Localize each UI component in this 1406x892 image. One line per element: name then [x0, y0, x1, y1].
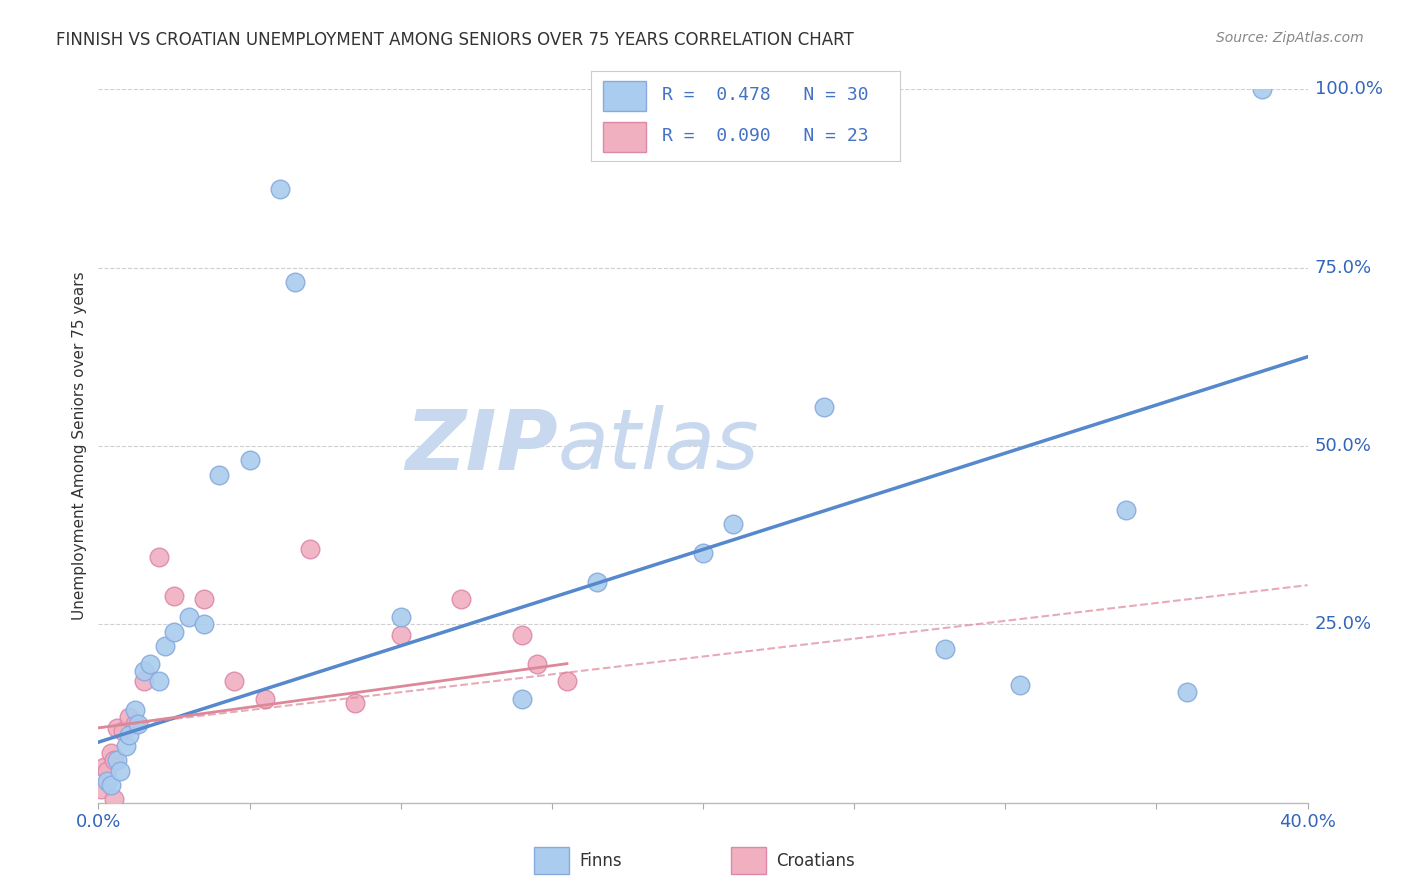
Point — [299, 542, 322, 557]
Point — [253, 692, 276, 706]
Text: FINNISH VS CROATIAN UNEMPLOYMENT AMONG SENIORS OVER 75 YEARS CORRELATION CHART: FINNISH VS CROATIAN UNEMPLOYMENT AMONG S… — [56, 31, 853, 49]
Point — [284, 275, 307, 289]
Point — [692, 546, 714, 560]
Point — [96, 764, 118, 778]
Point — [96, 774, 118, 789]
Point — [111, 724, 134, 739]
Text: R =  0.090   N = 23: R = 0.090 N = 23 — [662, 128, 869, 145]
Point — [526, 657, 548, 671]
Point — [555, 674, 578, 689]
Point — [148, 674, 170, 689]
Point — [100, 746, 122, 760]
Point — [124, 703, 146, 717]
Point — [108, 764, 131, 778]
Text: Finns: Finns — [579, 852, 621, 870]
Point — [934, 642, 956, 657]
Point — [148, 549, 170, 564]
Point — [450, 592, 472, 607]
Point — [100, 778, 122, 792]
FancyBboxPatch shape — [603, 122, 647, 152]
Point — [193, 617, 215, 632]
Text: 100.0%: 100.0% — [1315, 80, 1382, 98]
Text: ZIP: ZIP — [405, 406, 558, 486]
Y-axis label: Unemployment Among Seniors over 75 years: Unemployment Among Seniors over 75 years — [72, 272, 87, 620]
Point — [124, 717, 146, 731]
Point — [344, 696, 367, 710]
Point — [813, 400, 835, 414]
Point — [586, 574, 609, 589]
Point — [163, 624, 186, 639]
FancyBboxPatch shape — [603, 81, 647, 111]
Point — [1010, 678, 1032, 692]
Text: Croatians: Croatians — [776, 852, 855, 870]
Point — [721, 517, 744, 532]
Point — [208, 467, 231, 482]
Point — [153, 639, 176, 653]
Point — [90, 781, 112, 796]
Text: atlas: atlas — [558, 406, 759, 486]
Point — [105, 753, 128, 767]
Point — [389, 610, 412, 624]
Point — [93, 760, 115, 774]
Point — [127, 717, 149, 731]
Point — [114, 739, 136, 753]
Point — [105, 721, 128, 735]
Point — [118, 728, 141, 742]
Point — [224, 674, 246, 689]
Point — [1175, 685, 1198, 699]
Point — [163, 589, 186, 603]
Point — [132, 664, 155, 678]
Point — [193, 592, 215, 607]
Text: 50.0%: 50.0% — [1315, 437, 1371, 455]
Point — [1115, 503, 1137, 517]
Point — [1251, 82, 1274, 96]
Point — [239, 453, 262, 467]
Point — [510, 692, 533, 706]
Point — [132, 674, 155, 689]
Point — [269, 182, 291, 196]
Point — [103, 792, 125, 806]
Text: 25.0%: 25.0% — [1315, 615, 1372, 633]
Point — [103, 753, 125, 767]
Text: Source: ZipAtlas.com: Source: ZipAtlas.com — [1216, 31, 1364, 45]
Point — [177, 610, 201, 624]
Point — [139, 657, 162, 671]
Point — [389, 628, 412, 642]
Point — [510, 628, 533, 642]
Point — [118, 710, 141, 724]
Text: R =  0.478   N = 30: R = 0.478 N = 30 — [662, 87, 869, 104]
Text: 75.0%: 75.0% — [1315, 259, 1372, 277]
